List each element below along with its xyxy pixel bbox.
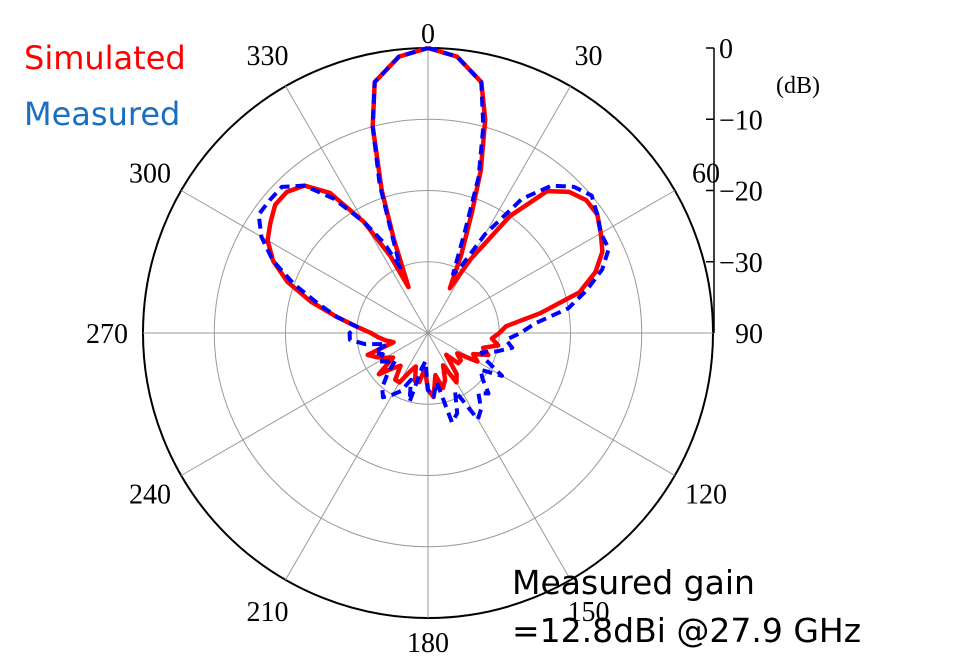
angle-tick-labels: 0 30 60 90 120 150 180 210 240 270 300 330 [86,19,763,656]
angle-tick-label: 150 [568,597,610,628]
legend-simulated: Simulated [24,39,186,77]
angle-tick-label: 30 [575,41,603,72]
radial-tick-label: −20 [719,177,763,208]
gain-annotation-line2: =12.8dBi @27.9 GHz [512,611,862,650]
radial-axis: 0 −10 −20 −30 (dB) [706,34,820,333]
grid-spoke [427,190,676,334]
series-line-measured [256,46,611,425]
angle-tick-label: 210 [247,597,289,628]
radial-unit-label: (dB) [776,73,820,99]
grid-spoke [285,332,429,581]
angle-tick-label: 0 [421,19,435,50]
angular-grid [143,48,713,618]
angle-tick-label: 300 [129,159,171,190]
grid-spoke [285,85,429,334]
radial-tick-label: 0 [719,34,733,65]
grid-spoke [427,85,571,334]
angle-tick-label: 120 [685,480,727,511]
angle-tick-label: 240 [129,480,171,511]
radial-tick-label: −10 [719,105,763,136]
grid-spoke [180,190,429,334]
gain-annotation-line1: Measured gain [512,563,755,602]
legend-measured: Measured [24,95,181,133]
angle-tick-label: 90 [735,319,763,350]
angle-tick-label: 60 [692,159,720,190]
grid-spoke [180,332,429,476]
angle-tick-label: 180 [407,628,449,656]
angle-tick-label: 270 [86,319,128,350]
angle-tick-label: 330 [247,41,289,72]
radial-tick-label: −30 [719,248,763,279]
series-lines [256,45,611,425]
